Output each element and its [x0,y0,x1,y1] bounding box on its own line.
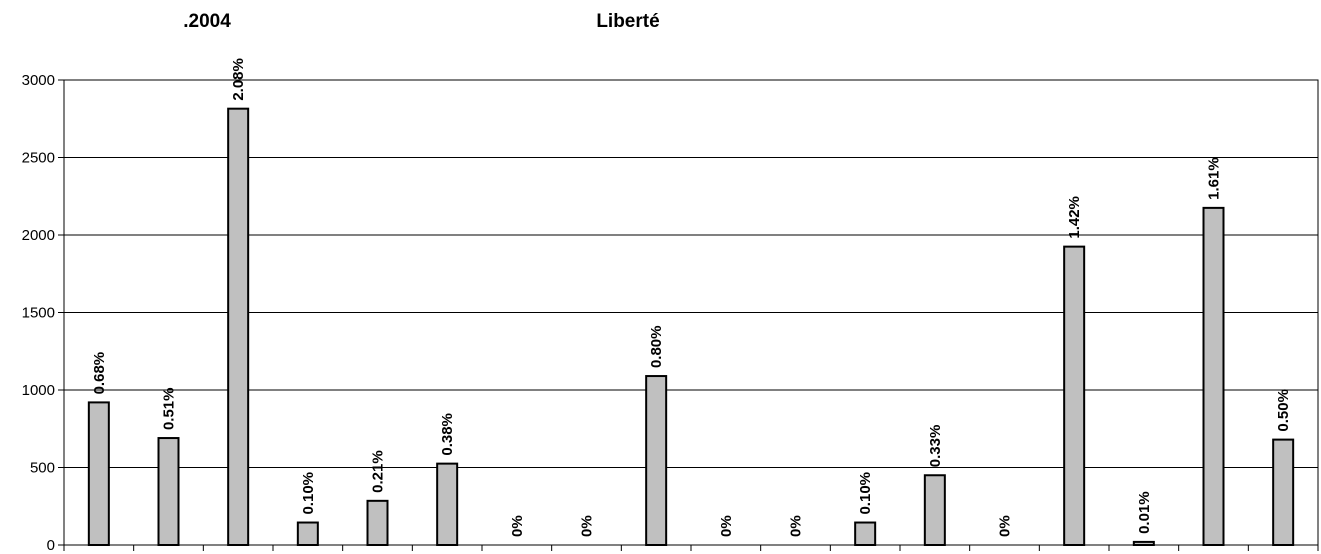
data-labels: 0.68% 0.51% 2.08% 0.10% 0.21% 0.38% 0% 0% 0.80% 0… [91,58,1292,537]
y-tick-label: 1000 [22,382,55,399]
data-label: 1.42% [1066,196,1083,239]
bar [296,521,319,547]
y-tick-label: 2500 [22,150,55,167]
data-label: 0.10% [300,472,317,515]
data-label: 0.80% [648,326,665,369]
bar [436,462,459,546]
gridlines [64,79,1318,546]
bar [1063,245,1086,546]
bar [645,375,668,546]
data-label: 0% [997,515,1014,537]
x-axis-ticks [63,545,1319,551]
bars [87,107,1295,547]
data-label: 0.33% [927,425,944,468]
bar [366,499,389,547]
bar [1272,438,1295,547]
data-label: 0.68% [91,352,108,395]
bar [854,521,877,547]
y-tick-label: 500 [30,460,55,477]
bar [923,474,946,546]
data-label: 0% [718,515,735,537]
y-tick-label: 0 [47,537,55,554]
chart-title-left: .2004 [183,11,231,32]
data-label: 0.01% [1136,491,1153,534]
data-label: 0.10% [857,472,874,515]
y-tick-label: 3000 [22,72,55,89]
data-label: 0% [788,515,805,537]
data-label: 2.08% [230,58,247,101]
bar [157,437,180,546]
bar [1202,206,1225,546]
bar [87,401,110,546]
y-tick-label: 2000 [22,227,55,244]
bar [227,107,250,547]
y-axis-ticks: 0 500 1000 1500 2000 2500 3000 [22,72,64,554]
chart-title: Liberté [596,11,659,32]
data-label: 0% [579,515,596,537]
data-label: 0.21% [370,450,387,493]
data-label: 0.38% [439,413,456,456]
data-label: 0.50% [1275,389,1292,432]
data-label: 0% [509,515,526,537]
data-label: 0.51% [161,388,178,431]
y-tick-label: 1500 [22,305,55,322]
plot-area-frame [63,79,1319,546]
data-label: 1.61% [1206,157,1223,200]
